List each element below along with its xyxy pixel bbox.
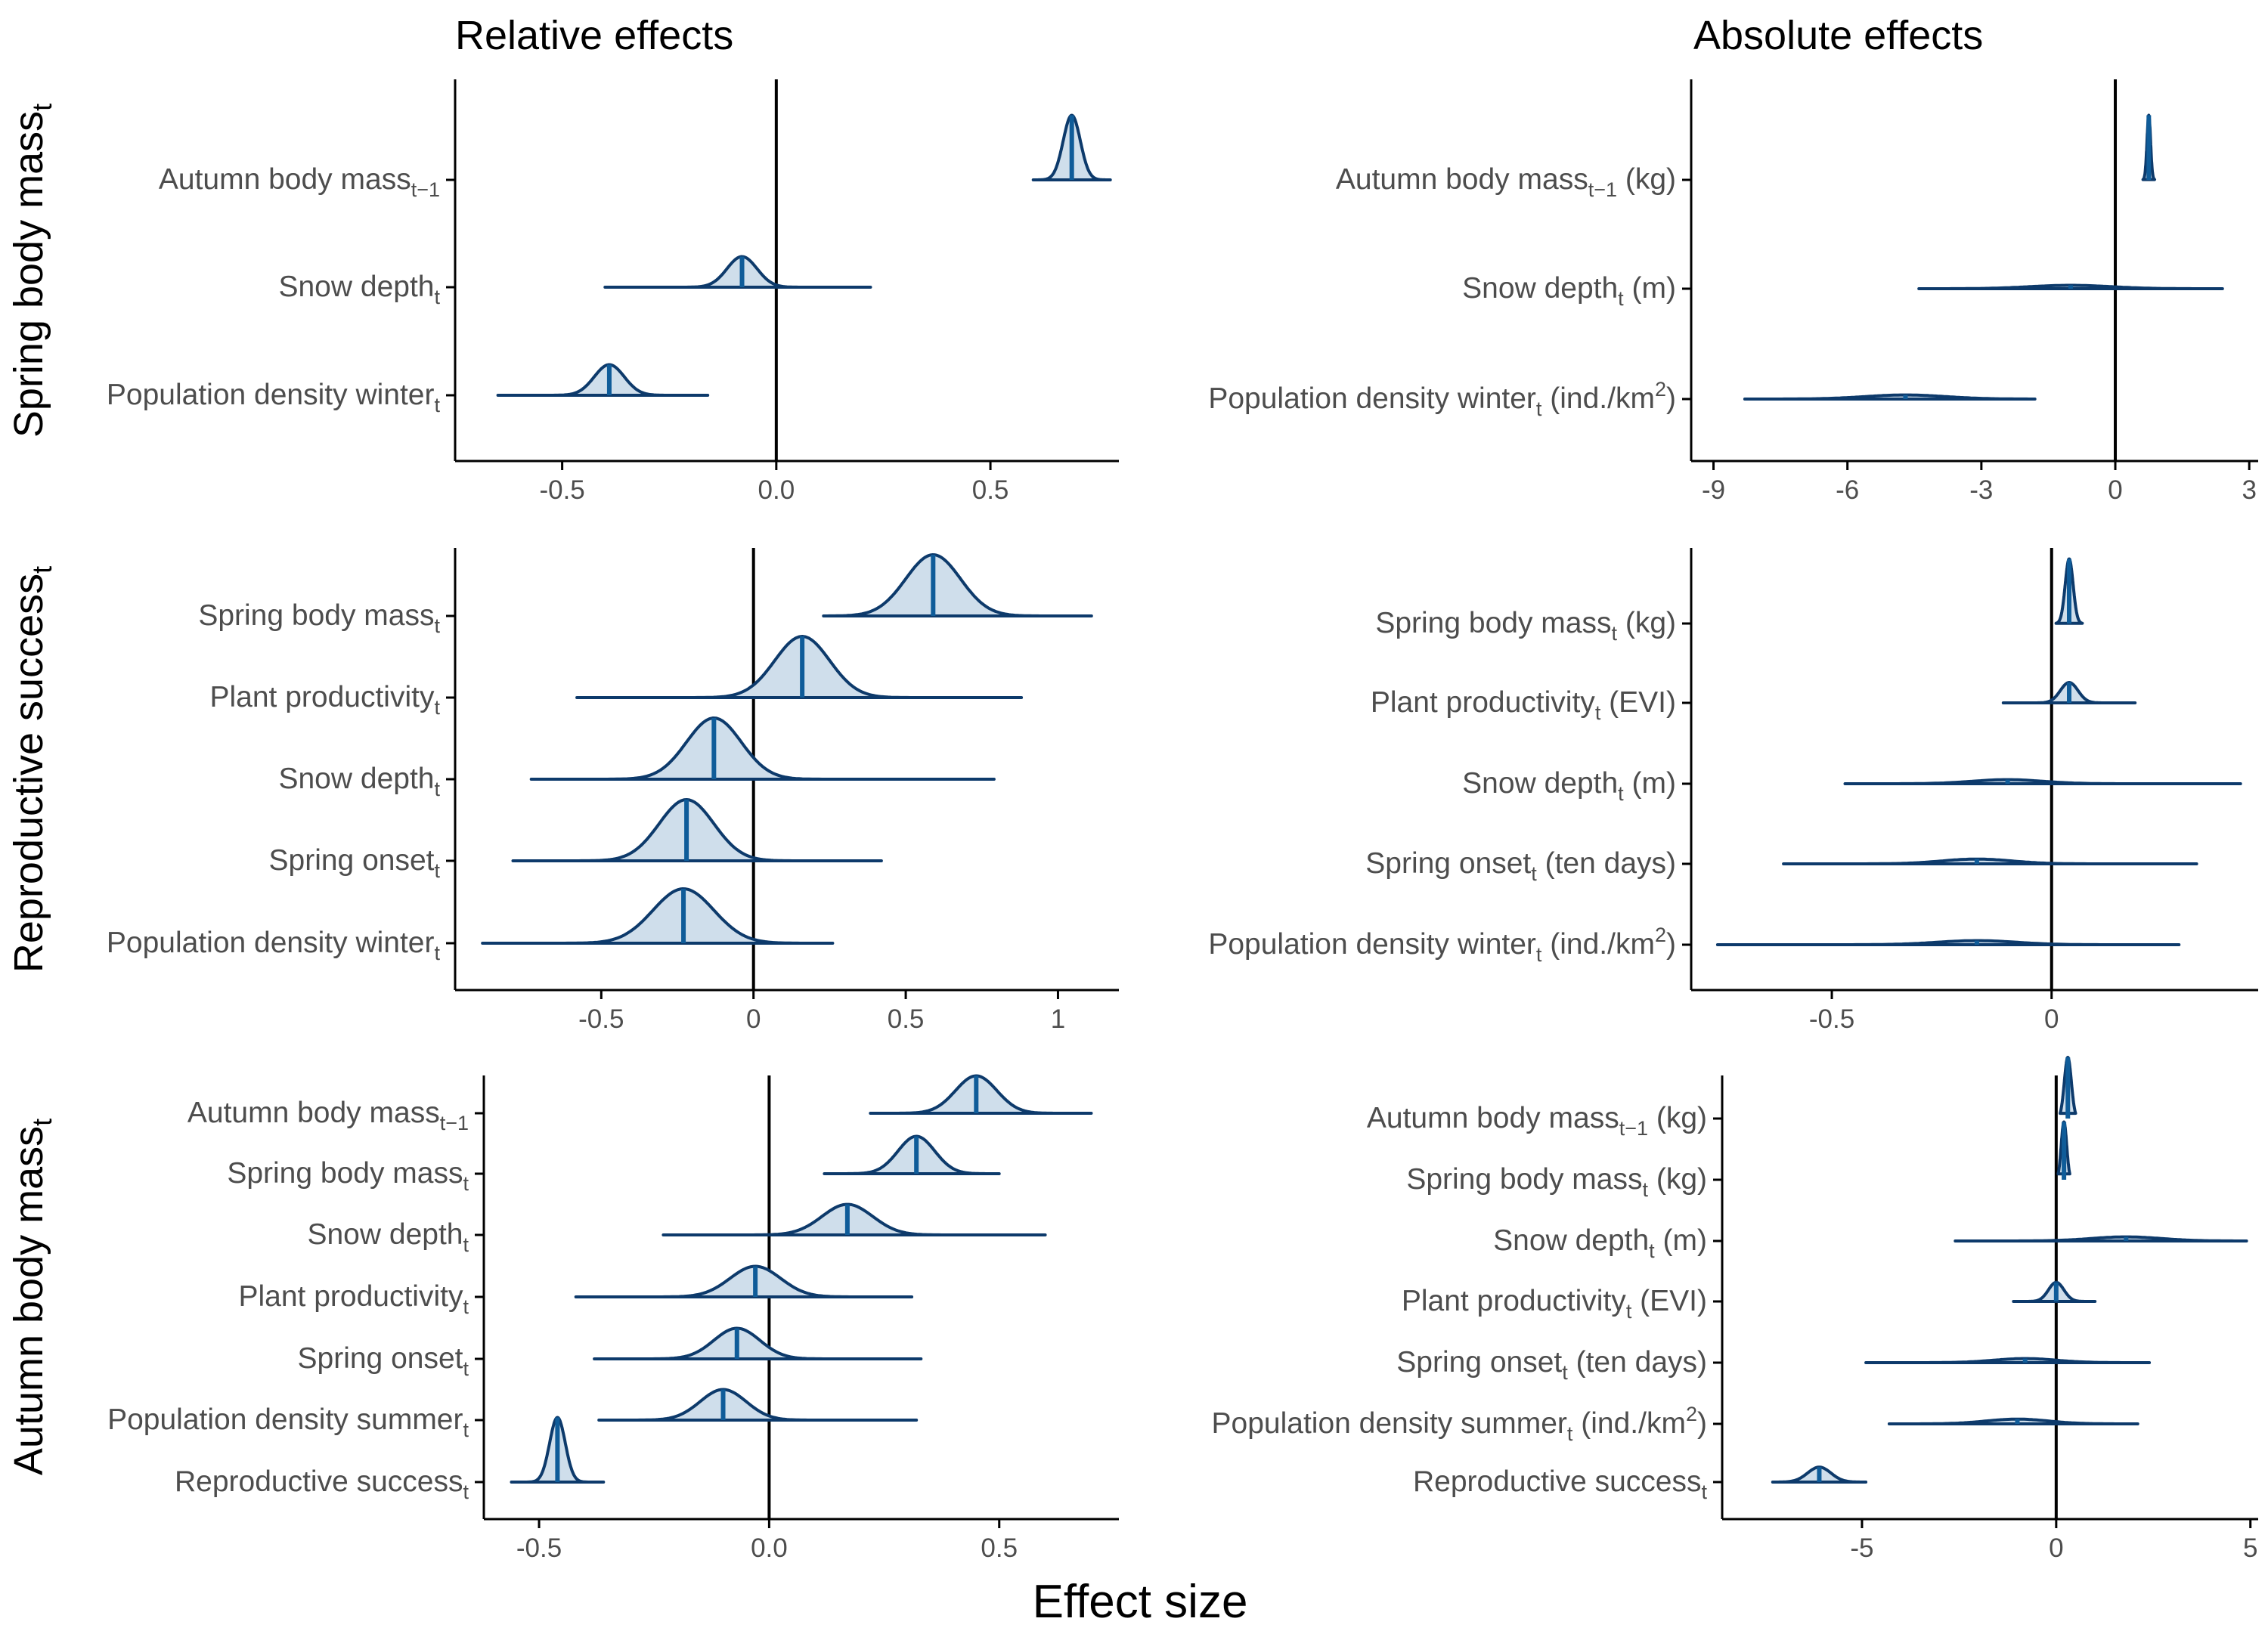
x-tick-label: -6 xyxy=(1836,475,1859,505)
term-label: Spring body masst xyxy=(227,1157,469,1195)
x-tick-label: 1 xyxy=(1051,1004,1065,1034)
term-label: Population density summert (ind./km2) xyxy=(1212,1403,1707,1445)
density-ridge xyxy=(1954,1235,2248,1242)
density-ridge xyxy=(822,553,1093,617)
density-ridge xyxy=(529,716,996,781)
density-ridge xyxy=(1743,393,2037,401)
x-tick-label: -5 xyxy=(1850,1533,1873,1563)
x-tick-label: -9 xyxy=(1702,475,1725,505)
term-label: Reproductive successt xyxy=(175,1465,469,1503)
term-label: Snow deptht xyxy=(278,763,440,800)
x-axis-title: Effect size xyxy=(1033,1576,1248,1628)
x-tick-label: -0.5 xyxy=(539,475,584,505)
density-ridge xyxy=(603,255,872,289)
density-ridge xyxy=(869,1074,1093,1115)
term-label: Spring body masst (kg) xyxy=(1406,1163,1707,1201)
term-label: Spring onsett (ten days) xyxy=(1396,1346,1707,1384)
term-label: Plant productivityt (EVI) xyxy=(1371,686,1676,724)
density-ridge xyxy=(511,798,883,862)
x-tick-label: -3 xyxy=(1969,475,1993,505)
panel-r2-c0: Autumn body masst Autumn body masst−1 Spri… xyxy=(6,1074,1119,1563)
x-tick-label: 0.5 xyxy=(972,475,1009,505)
term-label: Population density wintert xyxy=(107,927,441,964)
term-label: Spring body masst (kg) xyxy=(1375,607,1676,645)
x-tick-label: 0 xyxy=(2044,1004,2059,1034)
density-ridge xyxy=(1715,939,2181,946)
x-tick-label: 0 xyxy=(2049,1533,2063,1563)
row-title: Reproductive successt xyxy=(6,566,57,973)
term-label: Snow deptht (m) xyxy=(1493,1224,1707,1262)
term-label: Spring onsett xyxy=(269,844,441,882)
x-tick-label: -0.5 xyxy=(516,1533,562,1563)
x-tick-label: 0.0 xyxy=(751,1533,788,1563)
x-tick-label: 5 xyxy=(2243,1533,2257,1563)
column-title-relative: Relative effects xyxy=(455,13,733,58)
panel-r2-c1: Autumn body masst−1 (kg) Spring body mass… xyxy=(1212,1056,2258,1563)
density-ridge xyxy=(1782,857,2198,865)
row-title: Spring body masst xyxy=(6,104,57,438)
density-ridge xyxy=(823,1134,1001,1175)
density-ridge xyxy=(1887,1417,2139,1425)
density-ridge xyxy=(597,1388,919,1422)
density-ridge xyxy=(481,887,835,945)
term-label: Autumn body masst−1 (kg) xyxy=(1367,1102,1707,1140)
panel-r0-c0: Spring body masst Autumn body masst−1 Snow… xyxy=(6,79,1119,505)
x-tick-label: -0.5 xyxy=(1809,1004,1854,1034)
panel-r0-c1: Autumn body masst−1 (kg) Snow deptht (m) P… xyxy=(1208,79,2258,505)
column-title-absolute: Absolute effects xyxy=(1693,13,1983,58)
term-label: Autumn body masst−1 xyxy=(187,1097,469,1134)
term-label: Spring onsett (ten days) xyxy=(1365,847,1676,885)
x-tick-label: 0.5 xyxy=(981,1533,1018,1563)
row-title: Autumn body masst xyxy=(6,1119,57,1475)
density-ridge xyxy=(662,1202,1047,1236)
density-ridge xyxy=(1864,1357,2152,1364)
density-ridge xyxy=(593,1326,923,1360)
term-label: Spring body masst xyxy=(198,599,440,637)
term-label: Plant productivityt xyxy=(210,681,441,719)
term-label: Population density wintert (ind./km2) xyxy=(1208,924,1676,966)
density-ridge xyxy=(575,635,1024,699)
x-tick-label: -0.5 xyxy=(578,1004,624,1034)
term-label: Plant productivityt (EVI) xyxy=(1402,1285,1707,1323)
term-label: Plant productivityt xyxy=(239,1280,469,1318)
panel-r1-c0: Reproductive successt Spring body masst Pl… xyxy=(6,548,1119,1034)
term-label: Spring onsett xyxy=(298,1342,469,1380)
x-tick-label: 0.5 xyxy=(888,1004,925,1034)
term-label: Autumn body masst−1 (kg) xyxy=(1336,163,1676,201)
density-ridge xyxy=(496,363,710,397)
term-label: Population density wintert xyxy=(107,379,441,416)
x-tick-label: 0 xyxy=(746,1004,761,1034)
term-label: Snow deptht (m) xyxy=(1462,272,1676,310)
term-label: Snow deptht xyxy=(307,1218,469,1256)
term-label: Snow deptht (m) xyxy=(1462,767,1676,805)
term-label: Population density summert xyxy=(107,1403,469,1441)
density-ridge xyxy=(574,1264,914,1298)
x-tick-label: 0 xyxy=(2108,475,2122,505)
x-tick-label: 3 xyxy=(2242,475,2256,505)
x-tick-label: 0.0 xyxy=(758,475,795,505)
panel-r1-c1: Spring body masst (kg) Plant productivity… xyxy=(1208,548,2258,1034)
term-label: Snow deptht xyxy=(278,271,440,308)
term-label: Reproductive successt xyxy=(1413,1465,1708,1503)
term-label: Population density wintert (ind./km2) xyxy=(1208,378,1676,420)
density-ridge xyxy=(1843,778,2242,785)
term-label: Autumn body masst−1 xyxy=(159,163,440,201)
